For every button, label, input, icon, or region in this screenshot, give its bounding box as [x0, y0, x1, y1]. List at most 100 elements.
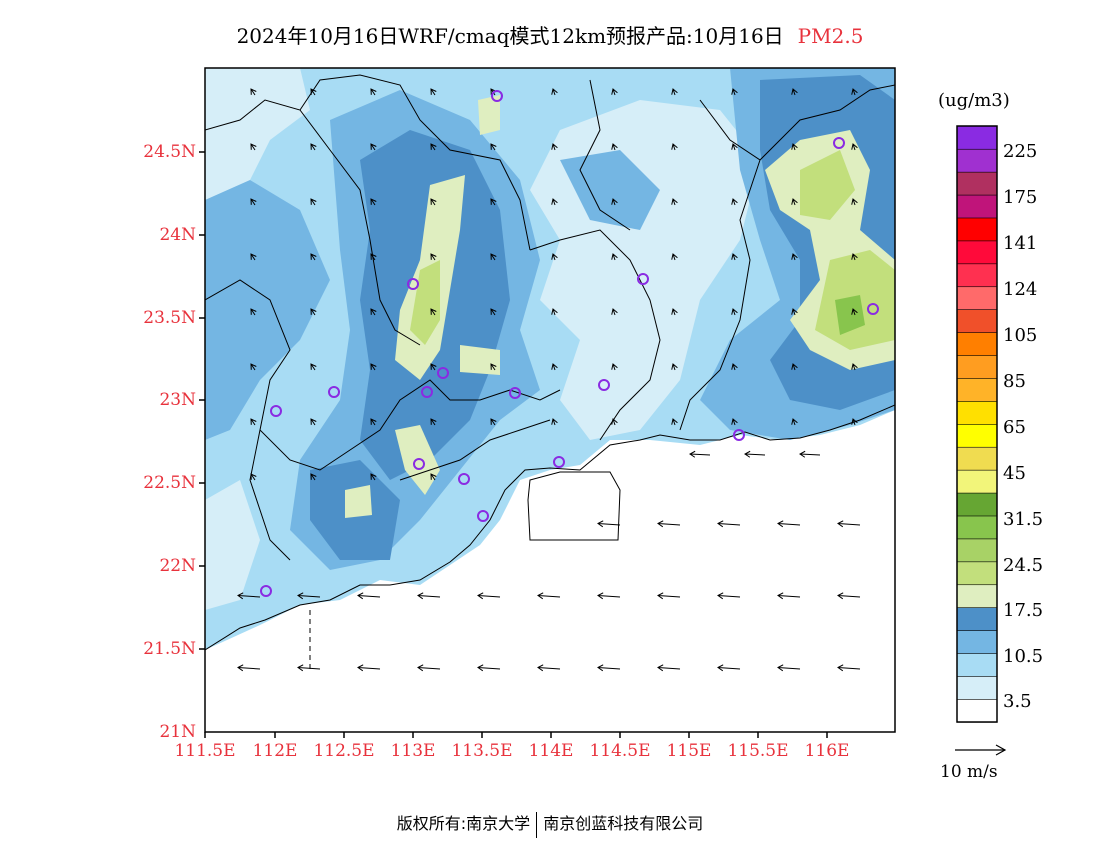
wind-arrow	[837, 592, 861, 600]
footer-left: 版权所有:南京大学	[396, 814, 531, 833]
city-marker	[270, 405, 282, 417]
copyright-footer: 版权所有:南京大学 南京创蓝科技有限公司	[0, 810, 1100, 838]
wind-arrow	[791, 143, 798, 151]
wind-arrow	[837, 520, 861, 528]
wind-arrow	[731, 418, 738, 426]
city-marker	[637, 273, 649, 285]
wind-arrow	[551, 308, 558, 316]
wind-arrow	[717, 520, 741, 528]
wind-arrow	[851, 308, 858, 316]
wind-arrow	[370, 308, 377, 316]
colorbar-swatch	[956, 286, 998, 310]
colorbar-label: 45	[1003, 463, 1026, 484]
city-marker	[328, 386, 340, 398]
wind-arrow	[417, 664, 441, 672]
colorbar-swatch	[956, 446, 998, 471]
wind-arrow	[250, 418, 257, 426]
wind-arrow	[310, 88, 317, 96]
wind-arrow	[731, 143, 738, 151]
colorbar-swatch	[956, 584, 998, 608]
wind-arrow	[370, 253, 377, 261]
axis-ticks	[199, 151, 828, 738]
lon-tick-label: 113.5E	[451, 741, 513, 761]
lat-tick-label: 24N	[159, 225, 196, 245]
colorbar-swatch	[956, 217, 998, 242]
wind-arrow	[731, 308, 738, 316]
wind-arrow	[430, 473, 437, 481]
wind-arrow	[799, 450, 821, 458]
wind-arrow	[417, 592, 441, 600]
colorbar-swatch	[956, 630, 998, 654]
medium-band-west	[205, 180, 330, 440]
green-east-north	[800, 150, 855, 220]
city-marker	[553, 456, 565, 468]
colorbar-swatch	[956, 263, 998, 288]
wind-arrow	[777, 592, 801, 600]
city-marker	[407, 278, 419, 290]
wind-arrow	[657, 592, 681, 600]
wind-arrow	[657, 520, 681, 528]
coastline	[205, 404, 895, 651]
wind-arrow	[671, 308, 678, 316]
province-boundary-i	[399, 419, 551, 481]
city-marker	[598, 379, 610, 391]
colorbar-swatch	[956, 148, 998, 173]
city-marker	[867, 303, 879, 315]
wind-arrow	[671, 198, 678, 206]
wind-arrow	[490, 363, 497, 371]
lat-tick-label: 23.5N	[143, 308, 196, 328]
pm25-field	[205, 68, 895, 732]
lon-tick-label: 115.5E	[727, 741, 789, 761]
colorbar-swatch	[956, 698, 998, 723]
lat-tick-label: 23N	[159, 390, 196, 410]
wind-arrow	[430, 363, 437, 371]
wind-arrow	[357, 592, 381, 600]
lon-tick-label: 111.5E	[174, 741, 236, 761]
colorbar-frame	[956, 125, 998, 723]
wind-arrow	[671, 253, 678, 261]
colorbar-swatch	[956, 400, 998, 425]
wind-arrow	[551, 418, 558, 426]
wind-arrow	[551, 88, 558, 96]
footer-right: 南京创蓝科技有限公司	[543, 814, 704, 833]
colorbar-swatch	[956, 332, 998, 356]
colorbar-swatch	[956, 377, 998, 402]
green-central	[410, 260, 440, 345]
wind-arrow	[744, 450, 766, 458]
province-boundary-e	[679, 99, 761, 431]
colorbar-swatch	[956, 607, 998, 631]
wind-arrow	[731, 363, 738, 371]
colorbar-label: 31.5	[1003, 509, 1044, 530]
lon-tick-label: 114.5E	[589, 741, 651, 761]
lon-tick-label: 112.5E	[313, 741, 375, 761]
colorbar-swatch	[956, 423, 998, 448]
wind-arrow	[551, 198, 558, 206]
colorbar-unit: (ug/m3)	[938, 90, 1010, 111]
wind-arrow	[370, 198, 377, 206]
wind-vectors	[237, 88, 861, 672]
wind-arrow	[777, 664, 801, 672]
boundary-lines	[205, 74, 895, 670]
wind-arrow	[689, 450, 711, 458]
wind-arrow	[310, 308, 317, 316]
city-marker	[833, 137, 845, 149]
title-product: 2024年10月16日WRF/cmaq模式12km预报产品:10月16日	[236, 24, 784, 48]
light-patch-northwest	[205, 68, 310, 210]
wind-arrow	[837, 664, 861, 672]
wind-arrow	[370, 143, 377, 151]
wind-arrow	[430, 418, 437, 426]
colorbar-swatch	[956, 652, 998, 677]
wind-arrow	[611, 308, 618, 316]
colorbar-label: 17.5	[1003, 600, 1044, 621]
colorbar-swatch	[956, 469, 998, 494]
city-marker	[413, 458, 425, 470]
wind-arrow	[791, 198, 798, 206]
colorbar-swatch	[956, 240, 998, 265]
city-marker	[491, 90, 503, 102]
wind-arrow	[851, 88, 858, 96]
wind-arrow	[851, 253, 858, 261]
wind-arrow	[791, 308, 798, 316]
title-pollutant: PM2.5	[797, 24, 864, 48]
wind-arrow	[551, 143, 558, 151]
wind-arrow	[250, 143, 257, 151]
